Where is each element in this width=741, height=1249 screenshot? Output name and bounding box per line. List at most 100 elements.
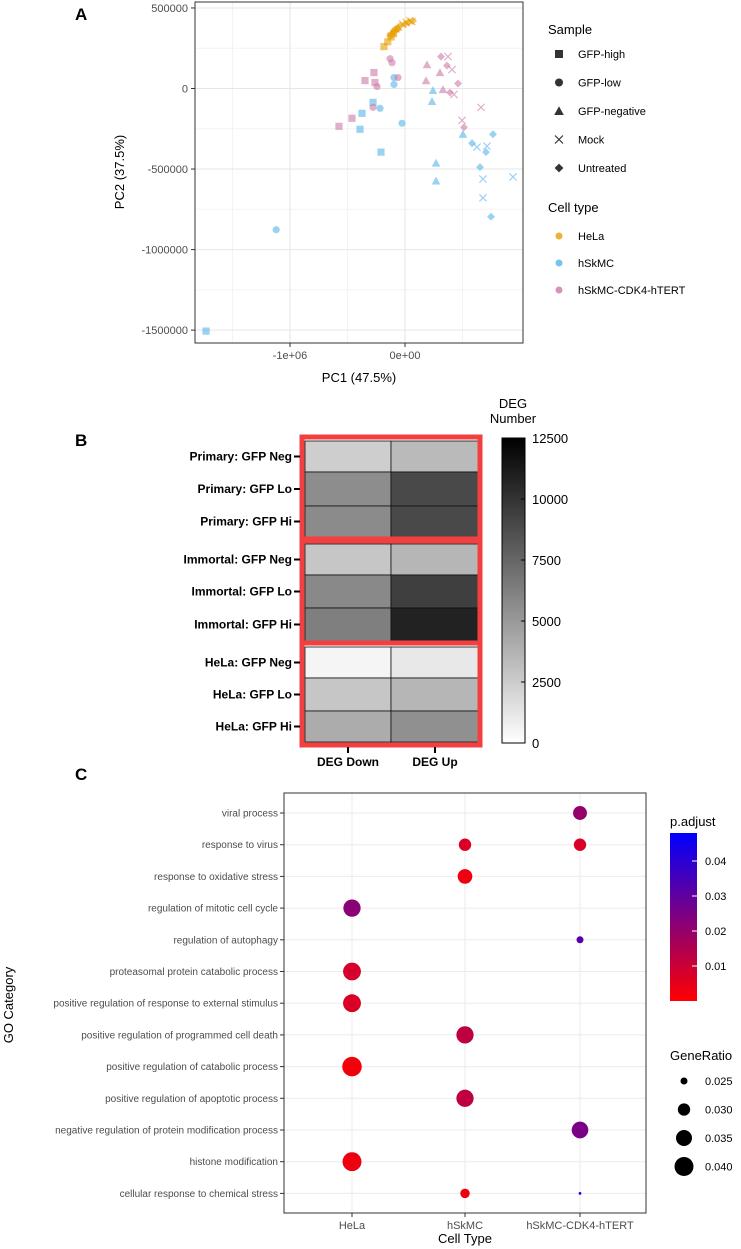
colorbar-tick-label: 7500: [532, 553, 561, 568]
data-point: [448, 65, 457, 74]
row-label: Primary: GFP Lo: [198, 482, 292, 496]
dot: [456, 1026, 474, 1044]
data-point: [390, 80, 398, 89]
colorbar-tick-label: 10000: [532, 492, 568, 507]
data-point: [396, 21, 405, 30]
heatmap-cell: [390, 710, 480, 743]
column-label: DEG Up: [412, 755, 457, 769]
dot: [457, 869, 473, 884]
data-point: [468, 139, 477, 148]
data-point: [454, 79, 462, 88]
row-label: HeLa: GFP Neg: [205, 656, 292, 670]
dot: [571, 1121, 589, 1139]
row-label: HeLa: GFP Lo: [213, 688, 292, 702]
data-point: [472, 143, 482, 152]
heatmap-cell: [304, 440, 392, 473]
y-tick-label: regulation of autophagy: [173, 935, 278, 946]
data-point: [361, 77, 369, 85]
dot: [578, 1192, 582, 1195]
dot: [342, 1056, 362, 1077]
plot-border: [194, 1, 524, 344]
data-point: [348, 114, 356, 122]
data-point: [438, 85, 448, 94]
data-point: [476, 163, 484, 172]
colorbar: [501, 437, 526, 744]
heatmap-cell: [304, 607, 392, 642]
row-label: Immortal: GFP Neg: [184, 553, 292, 567]
heatmap-cell: [390, 677, 480, 712]
data-point: [443, 61, 451, 70]
dot: [460, 1188, 470, 1199]
data-point: [437, 52, 445, 61]
y-tick-label: positive regulation of catabolic process: [106, 1062, 278, 1073]
y-tick-label: -1500000: [142, 325, 189, 337]
x-tick-label: 0e+00: [390, 350, 421, 362]
data-point: [380, 43, 388, 51]
deg-heatmap: Primary: GFP Neg Primary: GFP Lo Primary: …: [184, 396, 569, 769]
data-point: [482, 142, 492, 151]
x-axis-title: PC1 (47.5%): [322, 370, 396, 385]
data-point: [376, 104, 384, 112]
data-point: [435, 68, 445, 77]
y-tick-label: 500000: [151, 3, 188, 15]
dot: [342, 1152, 362, 1172]
panel-label-c: C: [75, 765, 87, 784]
legend-label: GFP-low: [578, 78, 621, 90]
dot: [573, 806, 587, 820]
heatmap-cell: [304, 471, 392, 507]
legend-square-icon: [555, 50, 563, 58]
heatmap-cell: [390, 646, 480, 679]
data-point: [358, 109, 366, 117]
pca-plot: -1e+06 0e+00 500000 0 -500000 -1000000 -150000…: [112, 1, 686, 385]
y-tick-label: histone modification: [190, 1157, 278, 1168]
p-adjust-colorbar: [670, 833, 697, 1001]
heatmap-cell: [390, 607, 480, 642]
data-point: [394, 73, 402, 82]
heatmap-cell: [390, 471, 480, 507]
data-point: [373, 82, 381, 91]
x-tick-label: hSkMC-CDK4-hTERT: [526, 1220, 634, 1232]
legend-label: HeLa: [578, 231, 605, 243]
legend-label: GFP-negative: [578, 106, 646, 118]
colorbar-tick-label: 2500: [532, 675, 561, 690]
x-tick-label: -1e+06: [273, 350, 308, 362]
heatmap-cell: [304, 710, 392, 743]
row-label: Primary: GFP Hi: [200, 515, 292, 529]
p-adjust-legend-title: p.adjust: [670, 814, 716, 829]
sample-legend-title: Sample: [548, 22, 592, 37]
data-point: [377, 148, 385, 156]
data-point: [388, 59, 396, 67]
y-tick-label: -500000: [148, 164, 188, 176]
legend-label: 0.040: [705, 1162, 733, 1174]
data-point: [487, 212, 495, 221]
colorbar-tick-label: 0.03: [705, 891, 726, 903]
x-axis-title: Cell Type: [438, 1231, 492, 1246]
y-tick-label: positive regulation of apoptotic process: [105, 1094, 278, 1105]
legend-triangle-icon: [554, 106, 564, 115]
data-point: [427, 97, 437, 105]
data-point: [458, 116, 467, 125]
legend-dot-icon: [555, 232, 563, 240]
dot: [573, 838, 587, 851]
legend-label: 0.035: [705, 1133, 733, 1145]
data-point: [476, 103, 486, 112]
data-point: [478, 193, 488, 202]
dot: [343, 899, 361, 917]
panel-label-a: A: [75, 5, 87, 24]
column-label: DEG Down: [317, 755, 379, 769]
legend-x-icon: [554, 135, 564, 144]
data-point: [431, 158, 441, 167]
y-tick-label: -1000000: [142, 245, 189, 257]
group-border: [299, 640, 483, 748]
y-tick-label: viral process: [222, 809, 278, 820]
legend-label: hSkMC-CDK4-hTERT: [578, 285, 686, 297]
y-tick-label: 0: [182, 83, 188, 95]
heatmap-cell: [304, 677, 392, 712]
legend-circle-icon: [555, 78, 563, 87]
data-point: [478, 174, 488, 184]
colorbar-tick-label: 0.01: [705, 961, 726, 973]
data-point: [356, 125, 364, 133]
data-point: [460, 123, 468, 132]
